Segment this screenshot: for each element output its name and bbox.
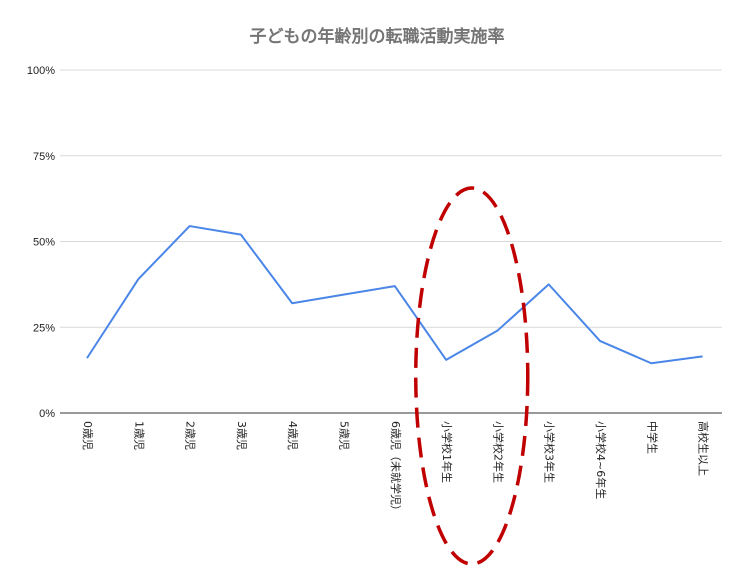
x-tick-label: 1歳児 (132, 421, 145, 450)
x-tick-label: 6歳児（未就学児） (389, 421, 403, 516)
x-tick-label: 小学校3年生 (543, 421, 557, 483)
chart-title: 子どもの年齢別の転職活動実施率 (250, 26, 505, 47)
x-tick-label: 高校生以上 (697, 421, 711, 476)
x-axis-ticks: 0歳児 1歳児 2歳児 3歳児 4歳児 5歳児 6歳児（未就学児） 小学校1年生 小学校2年生 小… (81, 421, 711, 516)
x-tick-label: 3歳児 (235, 421, 248, 450)
x-tick-label: 小学校2年生 (491, 421, 505, 483)
x-tick-label: 2歳児 (184, 421, 197, 450)
annotation-layer (414, 186, 530, 566)
x-tick-label: 0歳児 (81, 421, 94, 450)
x-tick-label: 4歳児 (286, 421, 299, 450)
series-line (86, 225, 703, 365)
y-tick-label: 0% (39, 408, 55, 420)
y-axis-ticks: 0% 25% 50% 75% 100% (27, 65, 55, 420)
highlight-ellipse (414, 186, 530, 566)
series-layer (86, 225, 703, 365)
x-tick-label: 小学校4~6年生 (594, 421, 608, 499)
x-tick-label: 小学校1年生 (440, 421, 454, 483)
y-tick-label: 100% (27, 65, 55, 77)
y-tick-label: 25% (33, 322, 55, 334)
y-tick-label: 50% (33, 237, 55, 249)
x-tick-label: 5歳児 (338, 421, 351, 450)
y-tick-label: 75% (33, 151, 55, 163)
x-tick-label: 中学生 (645, 421, 659, 454)
gridlines (60, 69, 722, 414)
